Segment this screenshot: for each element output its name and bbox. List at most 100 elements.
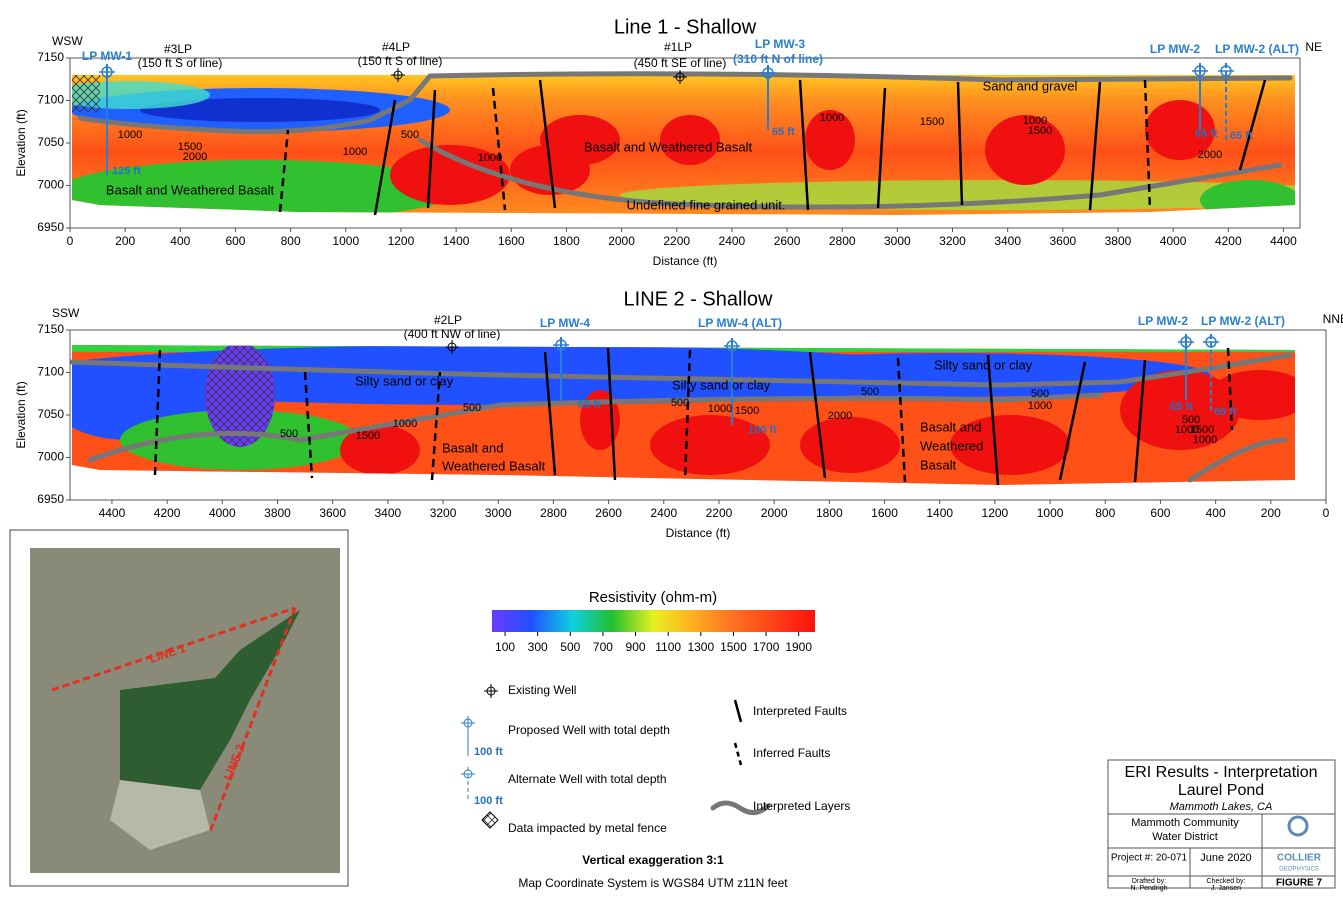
direction-label: WSW: [52, 34, 83, 48]
title-block-project: Project #: 20-071: [1111, 853, 1188, 864]
existing-well-note: (400 ft NW of line): [404, 327, 501, 341]
inferred-faults: [153, 79, 1234, 483]
legend-depth: 100 ft: [474, 746, 503, 758]
x-tick-label: 3800: [264, 506, 291, 520]
contour-label: 1500: [356, 430, 380, 442]
x-tick-label: 3600: [319, 506, 346, 520]
x-tick-label: 800: [1095, 506, 1115, 520]
well-name: LP MW-2 (ALT): [1201, 314, 1285, 328]
legend-note: Vertical exaggeration 3:1: [582, 853, 724, 867]
y-axis-label: Elevation (ft): [14, 381, 28, 448]
contour-label: 1500: [178, 141, 202, 153]
existing-well-note: (150 ft S of line): [138, 56, 223, 70]
well-depth: 100 ft: [748, 424, 777, 436]
x-tick-label: 1000: [332, 234, 359, 248]
well-name: LP MW-3: [755, 37, 806, 51]
x-tick-label: 200: [1261, 506, 1281, 520]
well-depth: 65 ft: [1230, 130, 1253, 142]
contour-label: 1000: [1193, 434, 1217, 446]
x-tick-label: 1800: [553, 234, 580, 248]
x-axis-label: Distance (ft): [653, 254, 718, 268]
well-name: LP MW-4 (ALT): [698, 316, 782, 330]
well-name: LP MW-2 (ALT): [1215, 42, 1299, 56]
x-tick-label: 3600: [1049, 234, 1076, 248]
x-tick-label: 2600: [774, 234, 801, 248]
well-depth: 65 ft: [1170, 401, 1193, 413]
x-tick-label: 2800: [829, 234, 856, 248]
y-tick-label: 7050: [37, 135, 64, 149]
existing-well-name: #2LP: [434, 313, 462, 327]
legend-label: Inferred Faults: [753, 746, 830, 760]
map-line-1: [51, 606, 296, 692]
unit-label: Silty sand or clay: [355, 373, 454, 388]
unit-label: Weathered Basalt: [442, 458, 545, 473]
colorbar-tick-label: 900: [626, 640, 646, 654]
direction-label: SSW: [52, 306, 80, 320]
x-tick-label: 2200: [663, 234, 690, 248]
contour-label: 500: [1182, 414, 1200, 426]
y-tick-label: 7150: [37, 322, 64, 336]
y-tick-label: 7100: [37, 93, 64, 107]
x-tick-label: 3400: [994, 234, 1021, 248]
title-block-checked: Checked by:: [1207, 878, 1246, 885]
legend-label: Interpreted Layers: [753, 799, 850, 813]
contour-label: 2000: [828, 410, 852, 422]
x-tick-label: 400: [1206, 506, 1226, 520]
y-tick-label: 7150: [37, 50, 64, 64]
x-tick-label: 600: [1150, 506, 1170, 520]
x-tick-label: 1800: [816, 506, 843, 520]
contour-label: 1000: [343, 146, 367, 158]
title-block-drafted: N. Pendrigh: [1131, 885, 1168, 892]
contour-label: 1000: [1175, 424, 1199, 436]
existing-well-name: #4LP: [382, 40, 410, 54]
x-tick-label: 2000: [761, 506, 788, 520]
y-tick-label: 6950: [37, 220, 64, 234]
unit-label: Basalt and Weathered Basalt: [584, 139, 753, 154]
title-block: [1107, 759, 1336, 889]
x-tick-label: 1600: [871, 506, 898, 520]
x-tick-label: 1000: [1037, 506, 1064, 520]
title-block-company: COLLIER: [1277, 853, 1322, 864]
contour-label: 500: [861, 386, 879, 398]
well-name: LP MW-2: [1138, 314, 1189, 328]
well-note: (310 ft N of line): [733, 52, 823, 66]
existing-well-name: #3LP: [164, 42, 192, 56]
unit-label: Silty sand or clay: [672, 377, 771, 392]
title-block-site: Laurel Pond: [1178, 782, 1264, 799]
section-2: [72, 345, 1295, 485]
x-tick-label: 3200: [430, 506, 457, 520]
colorbar-tick-label: 100: [495, 640, 515, 654]
x-tick-label: 2000: [608, 234, 635, 248]
contour-label: 500: [280, 428, 298, 440]
x-tick-label: 4000: [1160, 234, 1187, 248]
x-tick-label: 2400: [650, 506, 677, 520]
colorbar-tick-label: 700: [593, 640, 613, 654]
x-tick-label: 2200: [706, 506, 733, 520]
unit-label: Sand and gravel: [983, 78, 1078, 93]
colorbar-tick-label: 1700: [753, 640, 780, 654]
x-tick-label: 0: [67, 234, 74, 248]
y-tick-label: 7000: [37, 178, 64, 192]
well-name: LP MW-1: [82, 49, 133, 63]
existing-well-note: (150 ft S of line): [358, 54, 443, 68]
title-block-company: GEOPHYSICS: [1279, 867, 1319, 873]
contour-label: 1500: [920, 116, 944, 128]
x-tick-label: 600: [225, 234, 245, 248]
interpreted-layers: [69, 71, 1293, 483]
x-tick-label: 2400: [719, 234, 746, 248]
title-block-date: June 2020: [1200, 852, 1251, 864]
unit-label: Silty sand or clay: [934, 357, 1033, 372]
legend-label: Alternate Well with total depth: [508, 772, 667, 786]
x-tick-label: 3000: [485, 506, 512, 520]
x-tick-label: 200: [115, 234, 135, 248]
panel-title: Line 1 - Shallow: [614, 16, 757, 38]
legend-label: Interpreted Faults: [753, 704, 847, 718]
unit-label: Basalt: [920, 457, 957, 472]
well-depth: 65 ft: [1195, 128, 1218, 140]
well-depth: 65 ft: [578, 399, 601, 411]
contour-label: 1000: [1028, 400, 1052, 412]
existing-well-name: #1LP: [664, 40, 692, 54]
lake: [120, 610, 300, 800]
y-axis-label: Elevation (ft): [14, 109, 28, 176]
colorbar-tick-label: 500: [560, 640, 580, 654]
